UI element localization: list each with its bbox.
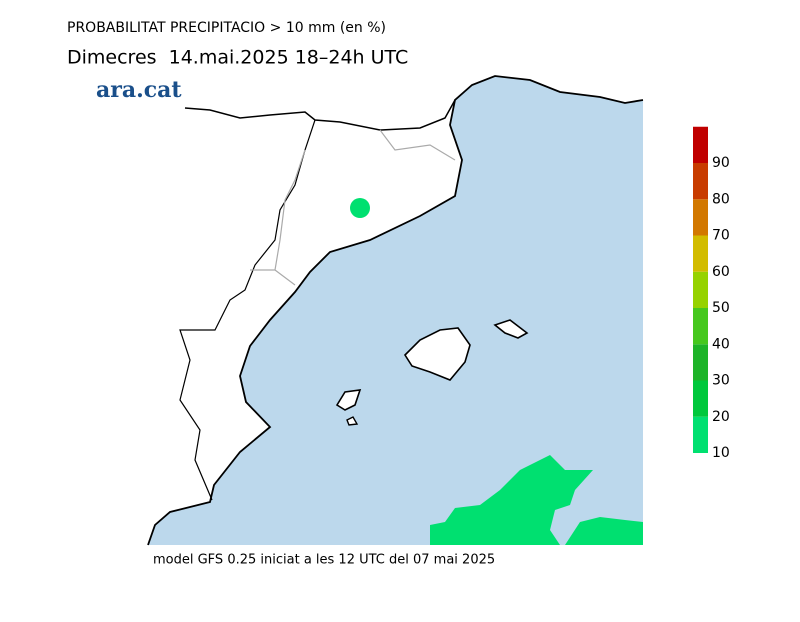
island [346, 416, 359, 426]
precip-area [430, 455, 643, 545]
legend-swatch [693, 126, 708, 163]
coastline [147, 75, 644, 546]
legend-label: 90 [712, 155, 730, 171]
legend-swatch [693, 416, 708, 453]
legend-swatch [693, 163, 708, 200]
title: PROBABILITAT PRECIPITACIO > 10 mm (en %) [67, 20, 386, 36]
border [179, 119, 316, 501]
legend: 10 20 30 40 50 60 70 80 90 [693, 126, 730, 461]
legend-swatch [693, 199, 708, 236]
region-border [250, 129, 456, 286]
legend-label: 20 [712, 409, 730, 425]
legend-label: 80 [712, 191, 730, 207]
legend-swatch [693, 380, 708, 417]
legend-label: 60 [712, 264, 730, 280]
legend-label: 30 [712, 373, 730, 389]
legend-swatch [693, 308, 708, 345]
footer: model GFS 0.25 iniciat a les 12 UTC del … [153, 553, 495, 568]
island [493, 319, 529, 339]
border [184, 99, 456, 131]
legend-label: 70 [712, 228, 730, 244]
island [335, 389, 362, 411]
island [403, 327, 471, 381]
sea [148, 76, 643, 545]
legend-label: 40 [712, 336, 730, 352]
legend-swatch [693, 344, 708, 381]
map [147, 75, 644, 546]
legend-swatch [693, 235, 708, 272]
legend-label: 10 [712, 445, 730, 461]
legend-swatch [693, 271, 708, 308]
precip-area [350, 198, 370, 218]
legend-label: 50 [712, 300, 730, 316]
subtitle: Dimecres 14.mai.2025 18–24h UTC [67, 47, 408, 69]
logo: ara.cat [96, 77, 182, 103]
